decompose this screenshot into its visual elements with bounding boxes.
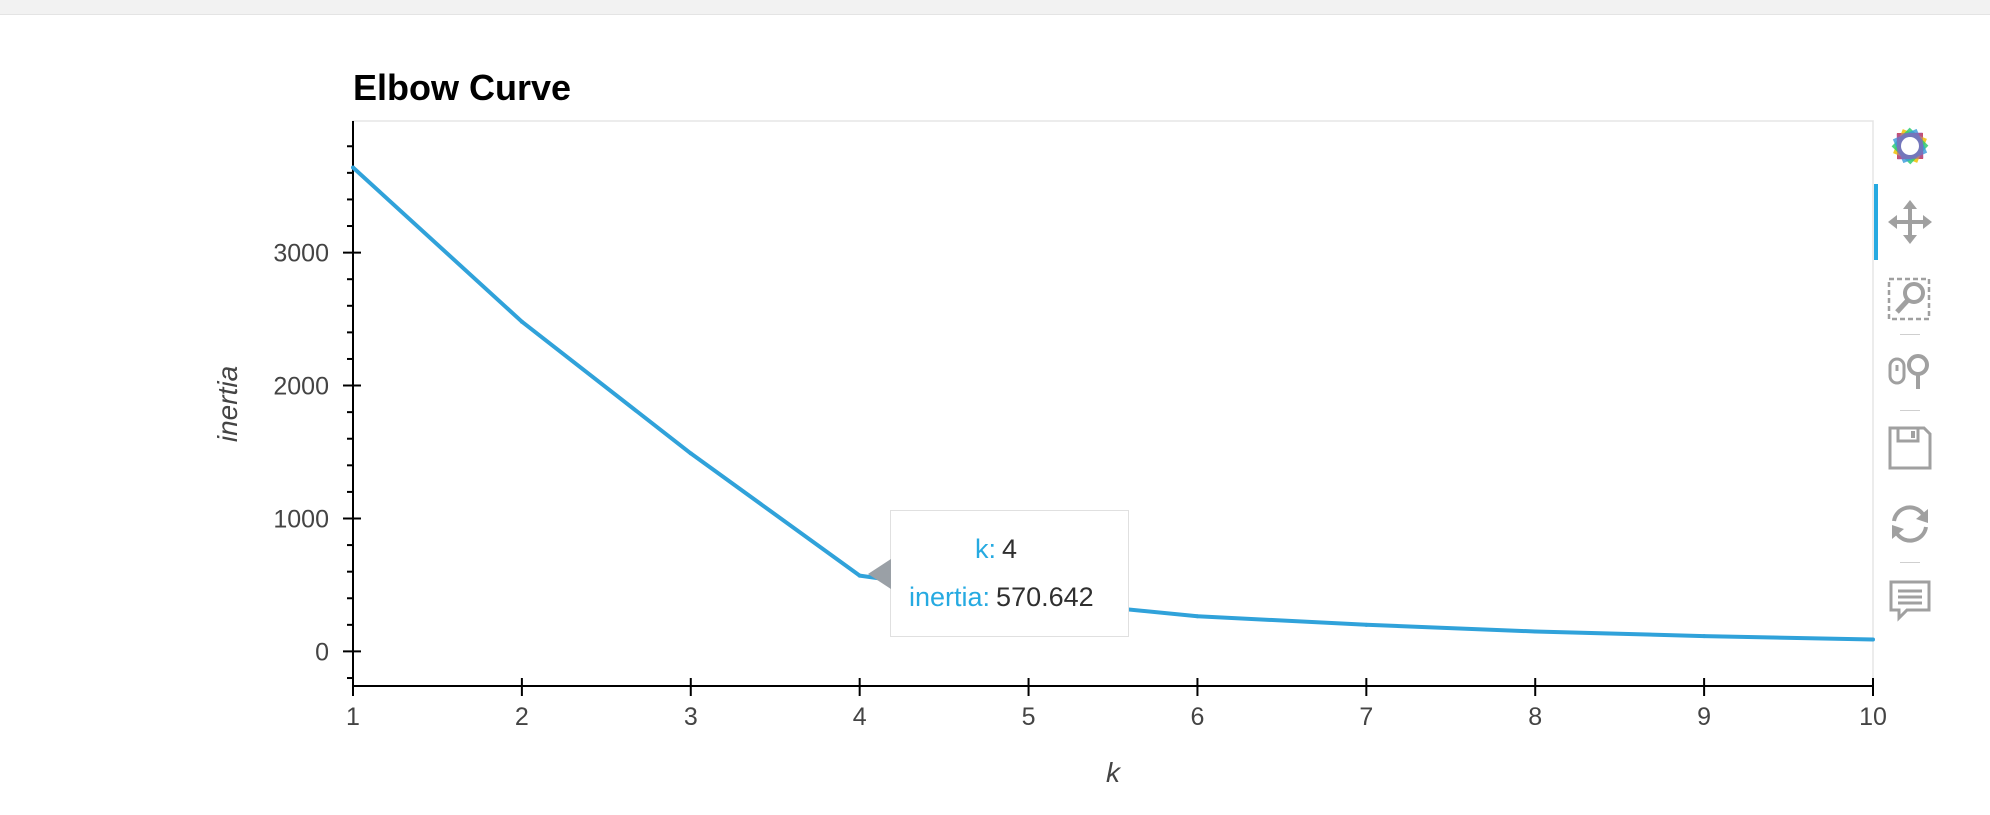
tooltip-k-label: k: <box>975 534 997 564</box>
tooltip-k-value: 4 <box>1002 534 1018 564</box>
x-tick-label: 1 <box>346 703 360 731</box>
x-tick-label: 10 <box>1859 703 1887 731</box>
toolbar-separator <box>1900 562 1920 563</box>
y-tick-label: 1000 <box>273 505 329 533</box>
tooltip-row-k: k: 4 <box>975 534 1017 565</box>
data-point <box>1702 634 1707 639</box>
hover-tooltip: k: 4 inertia: 570.642 <box>868 510 1129 637</box>
data-point <box>1364 622 1369 627</box>
tooltip-arrow <box>868 559 891 589</box>
x-tick-label: 6 <box>1190 703 1204 731</box>
toolbar-separator <box>1900 410 1920 411</box>
data-point <box>1871 637 1875 642</box>
x-tick-label: 8 <box>1528 703 1542 731</box>
bokeh-logo-icon[interactable] <box>1880 118 1940 174</box>
chart-toolbar <box>1874 118 1940 638</box>
x-tick-label: 7 <box>1359 703 1373 731</box>
y-tick-label: 0 <box>315 638 329 666</box>
tooltip-inertia-label: inertia: <box>909 582 991 612</box>
browser-top-bar <box>0 0 1990 15</box>
reset-icon[interactable] <box>1880 496 1940 552</box>
y-axis: 0 1000 2000 3000 <box>273 121 361 686</box>
hover-icon[interactable] <box>1880 572 1940 628</box>
data-point <box>688 451 693 456</box>
y-tick-label: 2000 <box>273 373 329 401</box>
x-tick-label: 2 <box>515 703 529 731</box>
y-tick-label: 3000 <box>273 240 329 268</box>
save-icon[interactable] <box>1880 420 1940 476</box>
chart-title: Elbow Curve <box>353 67 571 108</box>
x-tick-label: 4 <box>853 703 867 731</box>
data-point <box>351 165 355 170</box>
toolbar-separator <box>1900 334 1920 335</box>
y-axis-label: inertia <box>212 366 243 442</box>
data-point <box>1195 614 1200 619</box>
x-tick-label: 9 <box>1697 703 1711 731</box>
wheel-zoom-icon[interactable] <box>1880 344 1940 400</box>
x-axis-label: k <box>1106 757 1122 788</box>
x-axis: 1 2 3 4 5 6 7 8 9 10 <box>346 678 1887 731</box>
box-zoom-icon[interactable] <box>1880 270 1940 326</box>
tooltip-row-inertia: inertia: 570.642 <box>909 582 1094 613</box>
data-point <box>857 573 862 578</box>
data-point <box>519 319 524 324</box>
x-tick-label: 5 <box>1022 703 1036 731</box>
x-tick-label: 3 <box>684 703 698 731</box>
data-point <box>1533 629 1538 634</box>
pan-icon[interactable] <box>1874 184 1940 260</box>
tooltip-inertia-value: 570.642 <box>996 582 1094 612</box>
